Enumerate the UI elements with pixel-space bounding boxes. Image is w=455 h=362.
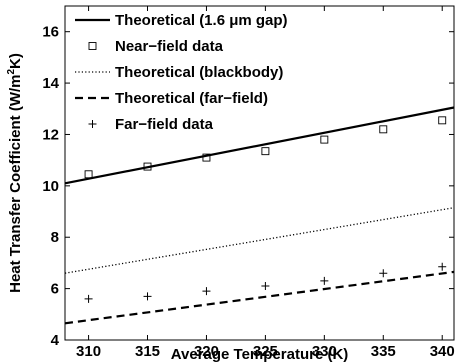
y-tick-label: 10 [42,178,59,195]
legend-entry-label: Theoretical (far−field) [115,90,268,107]
legend-entry-label: Far−field data [115,116,214,133]
x-tick-label: 335 [371,343,396,360]
data-point-square [438,116,447,125]
data-point-square [261,147,270,156]
series-line [64,270,455,325]
y-tick-label: 16 [42,24,59,41]
legend-marker-square [88,42,97,50]
y-tick-label: 8 [51,229,59,246]
y-axis-ticks: 4 6 8 10 12 14 16 [42,24,454,349]
x-axis-label: Average Temperature (K) [171,346,349,362]
x-tick-label: 310 [76,343,101,360]
plot-area [64,5,455,341]
legend-entry-label: Theoretical (1.6 μm gap) [115,12,288,29]
series-2 [64,207,455,274]
y-axis-label-sup: 2 [6,69,17,75]
data-point-plus [143,292,152,301]
data-point-plus [261,282,270,291]
legend-entry-label: Theoretical (blackbody) [115,64,283,81]
x-tick-label: 340 [430,343,455,360]
data-point-square [143,162,152,171]
data-point-plus [379,269,388,278]
legend-marker-plus [88,120,97,128]
data-point-square [202,153,211,162]
y-tick-label: 6 [51,281,59,298]
y-axis-label-prefix: Heat Transfer Coefficient (W/m [7,75,24,293]
legend: Theoretical (1.6 μm gap) Near−field data T… [75,12,288,133]
y-tick-label: 12 [42,126,59,143]
series-1 [84,116,447,179]
y-axis-label-suffix: K) [7,53,24,69]
x-tick-label: 315 [135,343,160,360]
x-tick-label: 330 [312,343,337,360]
series-layer [64,106,455,325]
data-point-plus [84,294,93,303]
data-point-square [320,135,329,144]
series-3 [64,270,455,325]
data-point-plus [438,262,447,271]
series-4 [84,262,447,303]
y-tick-label: 4 [51,332,60,349]
data-point-plus [320,276,329,285]
series-0 [64,106,455,185]
x-axis-ticks: 310 315 320 325 330 335 340 [76,6,455,360]
series-line [64,106,455,185]
data-point-plus [202,287,211,296]
data-point-square [379,125,388,134]
x-tick-label: 320 [194,343,219,360]
x-tick-label: 325 [253,343,278,360]
y-axis-label: Heat Transfer Coefficient (W/m2K) [6,53,24,293]
series-line [64,207,455,274]
data-point-square [84,170,93,179]
y-tick-label: 14 [42,75,59,92]
legend-entry-label: Near−field data [115,38,224,55]
